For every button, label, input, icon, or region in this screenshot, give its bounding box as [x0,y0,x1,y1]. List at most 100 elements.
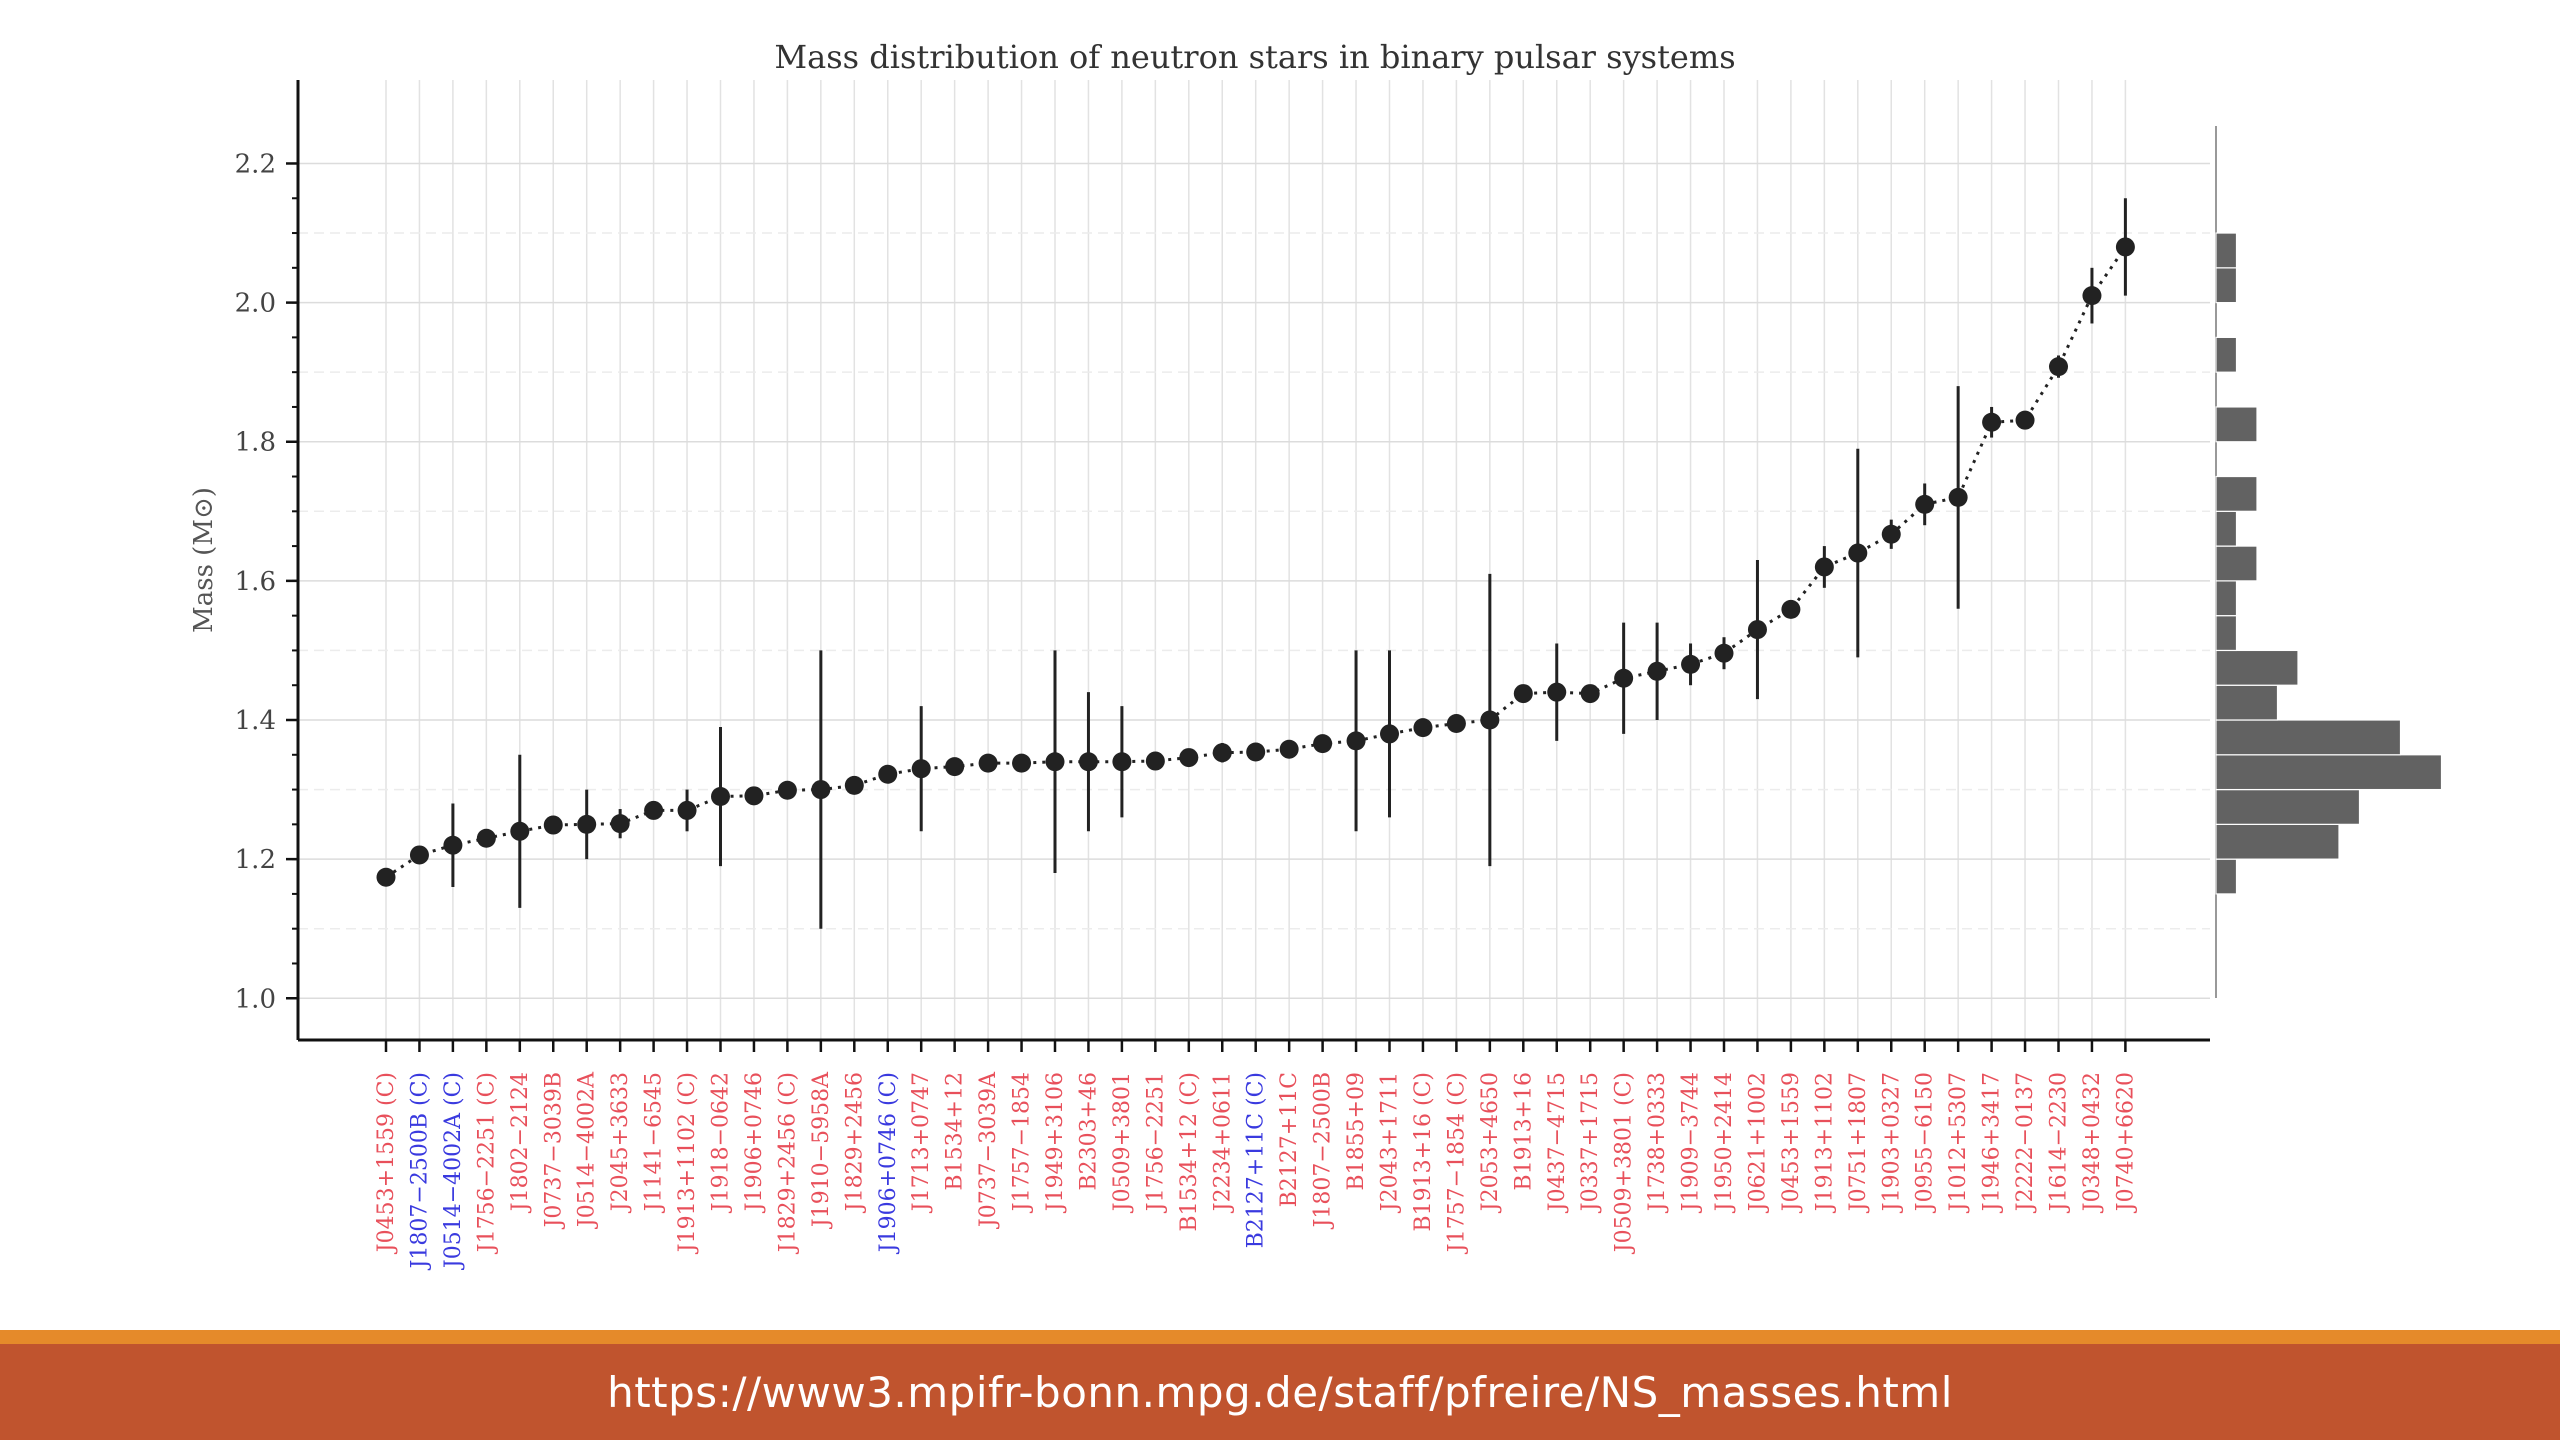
pulsar-name-label: J1757−1854 (C) [1444,1072,1469,1254]
data-point [1045,752,1065,772]
data-point [1747,620,1767,640]
histogram-bar [2215,475,2258,512]
histogram-bar [2215,823,2340,860]
data-point [1714,643,1734,663]
pulsar-name-label: J0955−6150 [1913,1072,1938,1213]
data-point [1915,494,1935,514]
mass-histogram [2215,126,2443,998]
histogram-bar [2215,545,2258,582]
y-axis-label: Mass (M⊙) [189,487,219,633]
pulsar-name-label: B1534+12 [943,1072,968,1191]
footer-url[interactable]: https://www3.mpifr-bonn.mpg.de/staff/pfr… [607,1367,1953,1417]
data-point [476,828,496,848]
data-point [1246,742,1266,762]
pulsar-name-label: J1903+0327 [1879,1072,1904,1213]
y-tick-label: 1.2 [235,845,276,875]
pulsar-name-label: J0337+1715 [1578,1072,1603,1213]
pulsar-name-label: J2053+4650 [1478,1072,1503,1213]
pulsar-name-label: J0740+6620 [2113,1072,2138,1213]
data-point [1580,684,1600,704]
data-point [1112,752,1132,772]
pulsar-name-label: J1141−6545 [642,1072,667,1213]
pulsar-name-label: J1807−2500B [1311,1072,1336,1229]
footer-accent-stripe [0,1330,2560,1344]
y-tick-label: 1.6 [235,567,276,597]
grid [298,80,2210,1040]
pulsar-name-label: J2043+1711 [1378,1072,1403,1213]
histogram-bar [2215,719,2402,756]
pulsar-name-label: B2127+11C [1277,1072,1302,1207]
y-tick-label: 1.0 [235,984,276,1014]
histogram-bar [2215,788,2361,825]
pulsar-name-label: J2234+0611 [1210,1072,1235,1213]
histogram-bar [2215,232,2238,269]
data-point [777,780,797,800]
chart-title: Mass distribution of neutron stars in bi… [774,38,1735,76]
data-point [1012,753,1032,773]
data-point [2115,237,2135,257]
data-point [1078,752,1098,772]
pulsar-name-label: J1918−0642 [709,1072,734,1213]
pulsar-name-label: J1913+1102 (C) [675,1072,700,1254]
pulsar-name-label: B1913+16 [1511,1072,1536,1191]
pulsar-name-label: B2127+11C (C) [1244,1072,1269,1248]
pulsar-name-label: J1906+0746 [742,1072,767,1213]
data-point [1446,713,1466,733]
data-point [510,821,530,841]
pulsar-name-label: J0348+0432 [2080,1072,2105,1213]
y-tick-label: 1.8 [235,428,276,458]
data-point [577,814,597,834]
pulsar-name-labels: J0453+1559 (C) J1807−2500B (C) J0514−4002A… [374,1071,2138,1270]
data-point [409,845,429,865]
data-points [376,237,2135,887]
pulsar-name-label: J1757−1854 [1010,1072,1035,1213]
histogram-bar [2215,649,2299,686]
data-point [744,786,764,806]
histogram-bar [2215,336,2238,373]
data-point [1948,487,1968,507]
pulsar-name-label: J1713+0747 [909,1072,934,1213]
data-point [878,764,898,784]
pulsar-name-label: J0509+3801 [1110,1072,1135,1213]
pulsar-name-label: B1913+16 (C) [1411,1072,1436,1232]
histogram-bar [2215,580,2238,617]
pulsar-name-label: J1807−2500B (C) [407,1072,432,1270]
data-point [1212,743,1232,763]
histogram-bar [2215,858,2238,895]
data-point [1179,748,1199,768]
pulsar-name-label: J2045+3633 [608,1072,633,1213]
data-point [1781,599,1801,619]
data-point [1513,684,1533,704]
data-point [978,753,998,773]
data-point [711,787,730,807]
data-point [1346,731,1366,751]
data-point [945,757,965,777]
pulsar-name-label: J0453+1559 (C) [374,1072,399,1254]
data-point [1279,739,1299,759]
pulsar-name-label: B2303+46 [1076,1072,1101,1191]
pulsar-name-label: J0751+1807 [1846,1072,1871,1213]
pulsar-name-label: J1756−2251 [1143,1072,1168,1213]
data-point [1413,718,1433,738]
pulsar-name-label: J2222−0137 [2013,1072,2038,1213]
pulsar-name-label: J1738+0333 [1645,1072,1670,1213]
y-tick-label: 2.0 [235,289,276,319]
data-point [844,775,864,795]
y-tick-label: 1.4 [235,706,276,736]
pulsar-name-label: J1910−5958A [809,1071,834,1229]
data-point [1814,557,1834,577]
data-point [1848,543,1868,563]
pulsar-name-label: J0453+1559 [1779,1072,1804,1213]
axes: 1.0 1.2 1.4 1.6 1.8 2.0 2.2 [235,80,2210,1052]
data-point [1313,734,1333,754]
pulsar-name-label: B1534+12 (C) [1177,1072,1202,1232]
pulsar-name-label: J1614−2230 [2047,1072,2072,1213]
pulsar-name-label: J1909−3744 [1679,1072,1704,1213]
data-point [2082,286,2102,306]
histogram-bar [2215,754,2443,791]
footer-bar: https://www3.mpifr-bonn.mpg.de/staff/pfr… [0,1344,2560,1440]
pulsar-name-label: J0514−4002A [575,1071,600,1229]
data-point [1881,524,1901,544]
data-point [677,800,697,820]
pulsar-name-label: J1802−2124 [508,1072,533,1213]
